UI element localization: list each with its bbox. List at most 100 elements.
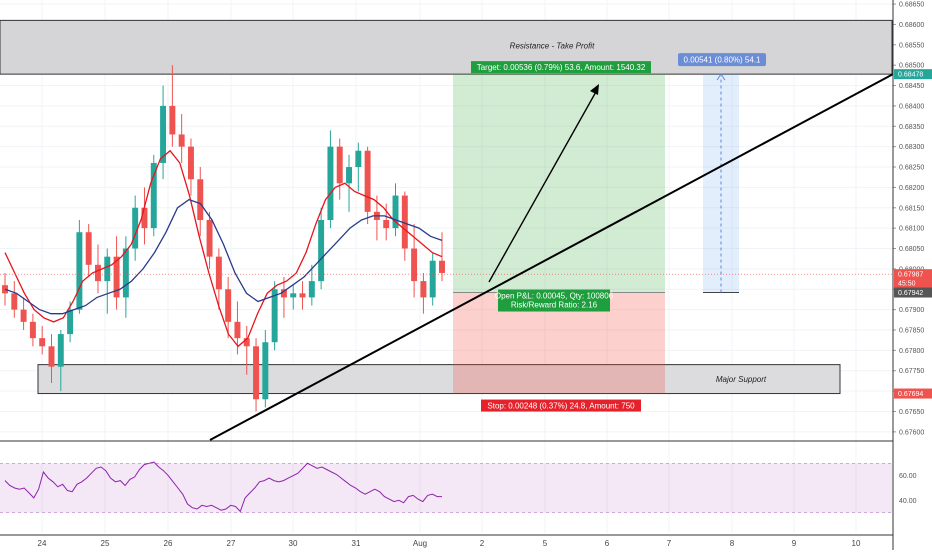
grid	[0, 0, 893, 533]
measure-label: 0.00541 (0.80%) 54.1	[684, 56, 761, 65]
candle-body	[67, 309, 74, 335]
price-badge	[894, 287, 932, 298]
price-tick-label: 0.67800	[899, 348, 924, 355]
price-tick-label: 0.68550	[899, 42, 924, 49]
candle-body	[336, 146, 343, 184]
candle-body	[178, 134, 185, 147]
rsi-band	[0, 463, 892, 513]
candle-body	[76, 232, 83, 310]
candle-body	[327, 146, 334, 220]
candle-body	[383, 220, 390, 229]
price-tick-label: 0.68400	[899, 103, 924, 110]
target-label: Target: 0.00536 (0.79%) 53.6, Amount: 15…	[477, 63, 646, 72]
price-tick-label: 0.67600	[899, 429, 924, 436]
price-tick-label: 0.68450	[899, 83, 924, 90]
candle-body	[271, 289, 278, 343]
price-tick-label: 0.68050	[899, 246, 924, 253]
candle-body	[85, 232, 92, 265]
moving-averages	[4, 149, 443, 348]
rsi-tick-label: 60.00	[899, 473, 917, 480]
x-tick-label: Aug	[413, 539, 427, 548]
price-badge-label: 0.67942	[898, 290, 923, 297]
moving-average-line	[4, 149, 443, 348]
candle-body	[234, 321, 241, 339]
candle-body	[160, 105, 167, 163]
candle-body	[401, 195, 408, 249]
target-arrow	[488, 89, 598, 283]
candle-body	[11, 293, 18, 310]
candle-body	[122, 248, 129, 298]
x-tick-label: 25	[101, 539, 110, 548]
price-tick-label: 0.68300	[899, 144, 924, 151]
price-tick-label: 0.68100	[899, 226, 924, 233]
candle-body	[392, 195, 399, 229]
price-tick-label: 0.68350	[899, 124, 924, 131]
support-zone	[37, 364, 841, 395]
candle-body	[150, 162, 157, 229]
drawings	[0, 73, 894, 441]
price-tick-label: 0.68500	[899, 63, 924, 70]
candle-body	[20, 309, 27, 322]
candle-body	[299, 293, 306, 298]
x-tick-label: 7	[667, 539, 672, 548]
price-tick-label: 0.68200	[899, 185, 924, 192]
candle-body	[187, 146, 194, 180]
resistance-zone-label: Resistance - Take Profit	[510, 41, 595, 50]
target-label-box	[471, 61, 651, 74]
candle-body	[253, 346, 260, 400]
candle-body	[429, 260, 436, 298]
price-tick-label: 0.68600	[899, 22, 924, 29]
price-tick-label: 0.67900	[899, 307, 924, 314]
candle-body	[280, 289, 287, 298]
price-badge-label: 0.67987	[898, 272, 923, 279]
price-badge-label: 0.68478	[898, 72, 923, 79]
candle-body	[132, 207, 139, 249]
rr-label: Risk/Reward Ratio: 2.16	[511, 301, 598, 310]
candle-body	[197, 179, 204, 220]
price-tick-label: 0.67750	[899, 368, 924, 375]
stop-label: Stop: 0.00248 (0.37%) 24.8, Amount: 750	[487, 402, 635, 411]
rsi-panel: 60.00 40.00	[0, 461, 917, 513]
measure-arrow-head	[716, 73, 726, 81]
candle-body	[95, 264, 101, 282]
candles	[2, 65, 445, 412]
x-tick-label: 2	[480, 539, 485, 548]
price-badge	[894, 278, 932, 289]
pnl-label: Open P&L: 0.00045, Qty: 100806	[495, 292, 614, 301]
candle-body	[113, 256, 120, 298]
price-badge-label: 45:50	[898, 281, 916, 288]
price-tick-label: 0.67850	[899, 328, 924, 335]
candle-body	[2, 285, 8, 294]
candle-body	[262, 342, 269, 400]
candle-body	[411, 248, 418, 282]
x-tick-label: 24	[38, 539, 47, 548]
candle-body	[29, 321, 36, 339]
x-tick-label: 30	[289, 539, 298, 548]
support-zone-label: Major Support	[716, 375, 767, 384]
measure-label-box	[678, 53, 766, 67]
price-tick-label: 0.67650	[899, 409, 924, 416]
candle-body	[169, 105, 176, 135]
candle-body	[39, 338, 46, 347]
x-tick-label: 5	[543, 539, 548, 548]
candle-body	[364, 150, 371, 212]
candle-body	[318, 220, 325, 282]
zones: Resistance - Take Profit Major Support	[0, 19, 893, 395]
price-badge	[894, 388, 932, 399]
x-tick-label: 6	[605, 539, 610, 548]
candle-body	[57, 334, 64, 367]
x-tick-label: 31	[352, 539, 361, 548]
moving-average-line	[4, 198, 443, 315]
candle-body	[308, 281, 315, 298]
x-tick-label: 9	[792, 539, 797, 548]
candle-body	[290, 293, 297, 298]
x-tick-label: 26	[164, 539, 173, 548]
candle-body	[439, 260, 445, 273]
target-arrow-head	[590, 84, 599, 95]
price-tick-label: 0.68150	[899, 205, 924, 212]
candle-body	[206, 220, 213, 257]
candle-body	[48, 346, 55, 367]
